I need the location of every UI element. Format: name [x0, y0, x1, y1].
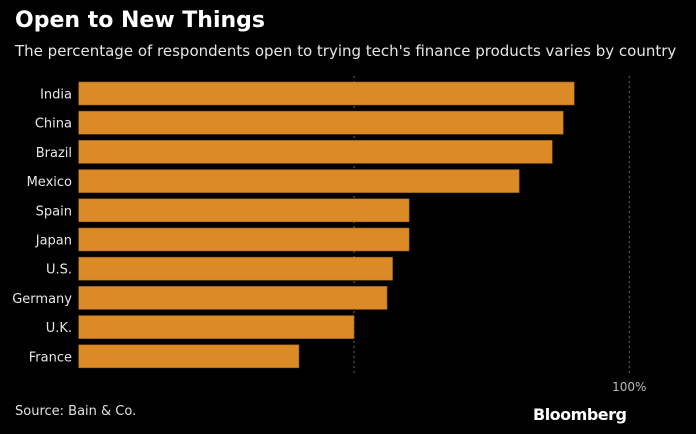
chart-title: Open to New Things [15, 8, 266, 33]
source-note: Source: Bain & Co. [15, 404, 137, 419]
category-label: U.K. [46, 321, 72, 336]
bar-uk [78, 315, 355, 339]
bar-us [78, 256, 393, 281]
bar-germany [78, 286, 388, 310]
category-label: Mexico [27, 175, 72, 190]
bar-india [78, 81, 575, 106]
category-label: France [29, 350, 72, 365]
bar-brazil [78, 140, 553, 164]
bar-spain [78, 198, 410, 223]
category-label: Spain [36, 204, 72, 219]
tick-label: 100% [612, 380, 646, 394]
category-label: India [40, 88, 72, 103]
chart-subtitle: The percentage of respondents open to tr… [15, 42, 677, 60]
category-label: Japan [35, 234, 72, 249]
bar-china [78, 110, 564, 135]
category-label: China [35, 117, 72, 132]
bar-france [78, 344, 300, 369]
bar-japan [78, 227, 410, 252]
bloomberg-logo: Bloomberg [533, 405, 627, 424]
category-label: Germany [12, 292, 72, 307]
category-label: U.S. [46, 263, 72, 278]
category-label: Brazil [36, 146, 72, 161]
bar-mexico [78, 169, 520, 193]
